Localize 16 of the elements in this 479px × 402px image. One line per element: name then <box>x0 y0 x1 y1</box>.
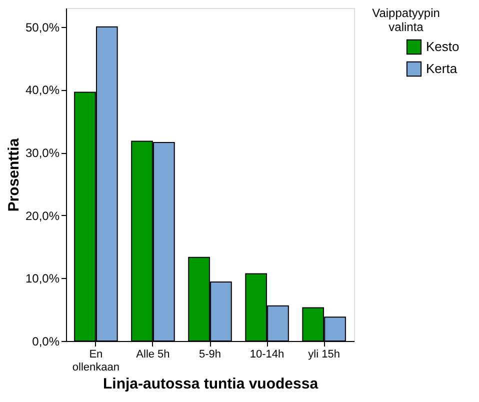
x-tick-label: 10-14h <box>250 348 284 360</box>
y-tick-label: 30,0% <box>25 146 60 160</box>
x-tick-label: 5-9h <box>198 348 222 360</box>
legend-label: Kerta <box>426 61 458 76</box>
x-tick-label: Alle 5h <box>136 348 170 360</box>
y-tick-label: 20,0% <box>25 208 60 223</box>
legend-title: Vaippatyypin valinta <box>372 6 440 34</box>
y-tick-label: 10,0% <box>25 272 60 286</box>
y-tick-label: 50,0% <box>25 20 60 34</box>
x-axis-title: Linja-autossa tuntia vuodessa <box>102 376 319 392</box>
y-tick-label: 0,0% <box>32 334 60 348</box>
x-tick-label: yli 15h <box>308 348 340 360</box>
x-tick-label: En ollenkaan <box>72 348 120 374</box>
y-axis-title: Prosenttia <box>5 138 22 212</box>
legend-label: Kesto <box>426 39 460 54</box>
y-tick-label: 40,0% <box>25 83 60 98</box>
